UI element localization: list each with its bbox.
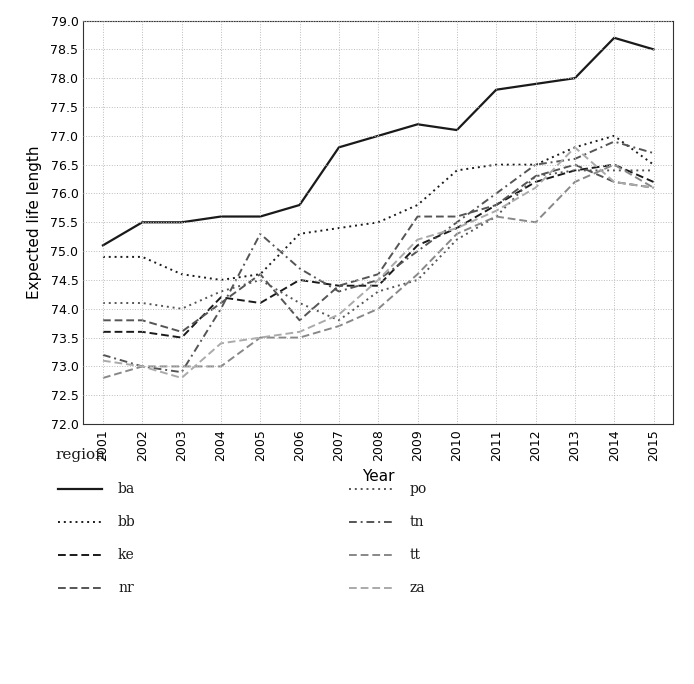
X-axis label: Year: Year — [362, 469, 394, 484]
Text: ba: ba — [118, 482, 135, 496]
Text: bb: bb — [118, 515, 136, 529]
Text: ke: ke — [118, 548, 135, 562]
Text: tt: tt — [409, 548, 421, 562]
Text: nr: nr — [118, 581, 134, 594]
Text: za: za — [409, 581, 425, 594]
Y-axis label: Expected life length: Expected life length — [27, 146, 42, 299]
Text: region: region — [56, 448, 105, 462]
Text: tn: tn — [409, 515, 424, 529]
Text: po: po — [409, 482, 427, 496]
